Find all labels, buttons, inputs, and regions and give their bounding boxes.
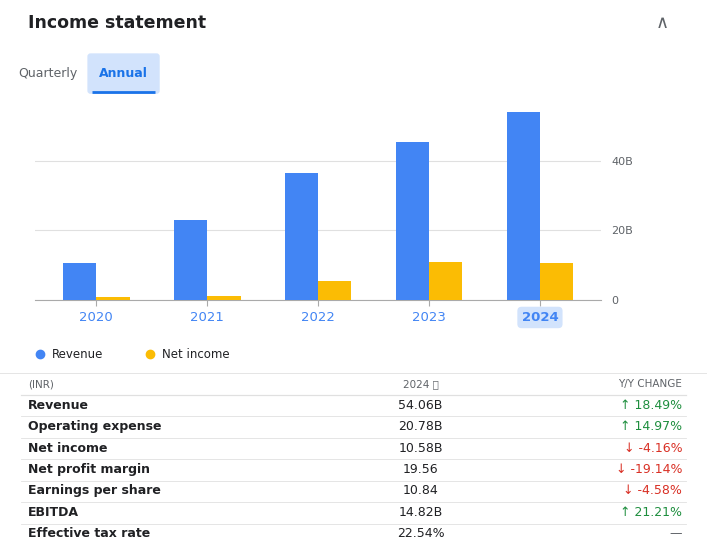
Text: Income statement: Income statement bbox=[28, 14, 206, 32]
Text: ∧: ∧ bbox=[656, 14, 669, 32]
Text: Net income: Net income bbox=[28, 441, 107, 455]
Text: 2023: 2023 bbox=[412, 311, 446, 324]
Bar bbox=[540, 263, 573, 300]
Text: 22.54%: 22.54% bbox=[397, 528, 445, 540]
Bar bbox=[285, 173, 318, 300]
Text: ↓ -4.58%: ↓ -4.58% bbox=[624, 485, 682, 498]
Text: Operating expense: Operating expense bbox=[28, 420, 162, 433]
Bar bbox=[318, 281, 351, 300]
Text: ↓ -4.16%: ↓ -4.16% bbox=[624, 441, 682, 455]
Bar bbox=[63, 263, 96, 300]
Text: Revenue: Revenue bbox=[52, 348, 103, 361]
Text: Net income: Net income bbox=[162, 348, 229, 361]
Text: Y/Y CHANGE: Y/Y CHANGE bbox=[619, 379, 682, 389]
Bar bbox=[429, 262, 462, 300]
Text: 20.78B: 20.78B bbox=[399, 420, 443, 433]
Text: 2020: 2020 bbox=[79, 311, 113, 324]
Text: 14.82B: 14.82B bbox=[399, 506, 443, 519]
Bar bbox=[207, 296, 240, 300]
Text: 2024 ⓘ: 2024 ⓘ bbox=[403, 379, 438, 389]
Text: ↑ 14.97%: ↑ 14.97% bbox=[620, 420, 682, 433]
Bar bbox=[507, 112, 540, 300]
Text: Annual: Annual bbox=[99, 67, 148, 80]
Text: Revenue: Revenue bbox=[28, 398, 89, 411]
Bar bbox=[174, 220, 207, 300]
Text: 54.06B: 54.06B bbox=[399, 398, 443, 411]
Bar bbox=[96, 297, 129, 300]
Text: ↑ 21.21%: ↑ 21.21% bbox=[620, 506, 682, 519]
Text: 2024: 2024 bbox=[522, 311, 559, 324]
Text: Quarterly: Quarterly bbox=[18, 67, 77, 80]
Text: —: — bbox=[670, 528, 682, 540]
Text: Net profit margin: Net profit margin bbox=[28, 463, 151, 476]
Text: ↑ 18.49%: ↑ 18.49% bbox=[620, 398, 682, 411]
Text: Effective tax rate: Effective tax rate bbox=[28, 528, 151, 540]
Text: 10.58B: 10.58B bbox=[399, 441, 443, 455]
Text: Earnings per share: Earnings per share bbox=[28, 485, 161, 498]
Text: 10.84: 10.84 bbox=[403, 485, 438, 498]
Text: ↓ -19.14%: ↓ -19.14% bbox=[616, 463, 682, 476]
Bar bbox=[396, 142, 429, 300]
Text: 2021: 2021 bbox=[190, 311, 224, 324]
Text: EBITDA: EBITDA bbox=[28, 506, 79, 519]
Text: 2022: 2022 bbox=[301, 311, 335, 324]
FancyBboxPatch shape bbox=[88, 53, 160, 94]
Text: 19.56: 19.56 bbox=[403, 463, 438, 476]
Text: (INR): (INR) bbox=[28, 379, 54, 389]
